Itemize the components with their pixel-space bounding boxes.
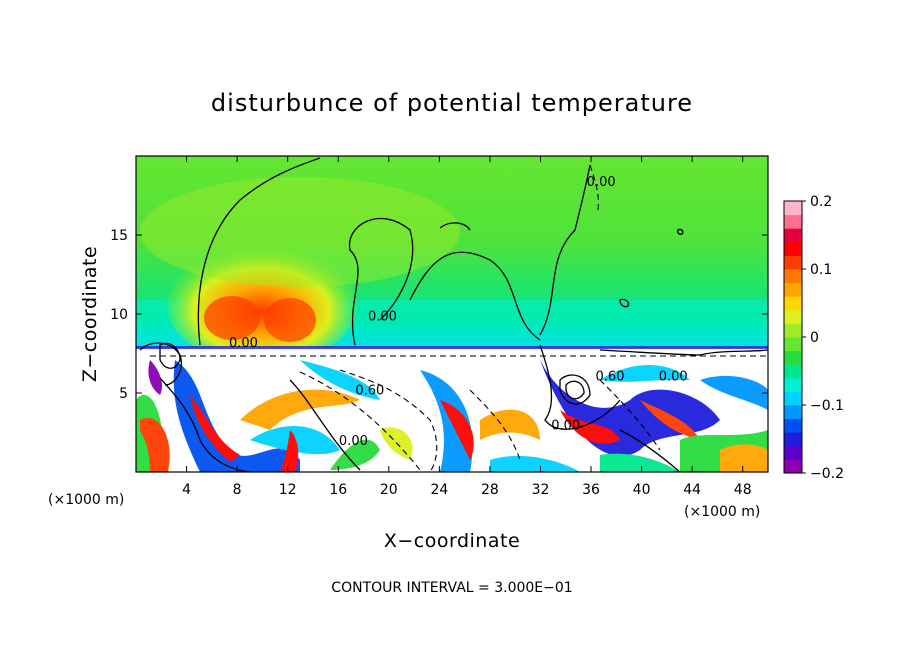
colorbar-swatch xyxy=(784,241,802,256)
x-axis-ticks: 4 8 12 16 20 24 28 32 36 40 44 48 xyxy=(182,156,752,498)
contour-label: 0.00 xyxy=(368,309,397,324)
x-tick-label: 44 xyxy=(683,482,701,498)
colorbar-swatch xyxy=(784,255,802,270)
x-axis-label: X−coordinate xyxy=(384,530,520,552)
contour-label: 0.60 xyxy=(355,384,384,399)
chart-title: disturbunce of potential temperature xyxy=(211,89,693,117)
colorbar-swatch xyxy=(784,459,802,474)
colorbar-tick-label: 0 xyxy=(810,330,819,346)
contour-interval-note: CONTOUR INTERVAL = 3.000E−01 xyxy=(331,580,572,596)
x-tick-label: 4 xyxy=(182,482,191,498)
contour-label: 0.00 xyxy=(587,175,616,190)
colorbar-tick-label: −0.1 xyxy=(810,398,844,414)
contour-label: 0.00 xyxy=(229,336,258,351)
colorbar-swatch xyxy=(784,337,802,352)
colorbar xyxy=(784,201,802,474)
colorbar-swatch xyxy=(784,391,802,406)
x-tick-label: 36 xyxy=(582,482,600,498)
colorbar-swatch xyxy=(784,201,802,216)
contour-label: 0.00 xyxy=(551,418,580,433)
x-tick-label: 48 xyxy=(734,482,752,498)
colorbar-swatch xyxy=(784,364,802,379)
x-tick-label: 28 xyxy=(481,482,499,498)
contour-label: 0.00 xyxy=(339,434,368,449)
colorbar-swatch xyxy=(784,418,802,433)
x-tick-label: 16 xyxy=(329,482,347,498)
colorbar-swatch xyxy=(784,432,802,447)
colorbar-swatch xyxy=(784,282,802,297)
x-unit-label-right: (×1000 m) xyxy=(684,504,760,520)
y-axis-label: Z−coordinate xyxy=(79,246,101,382)
x-tick-label: 40 xyxy=(633,482,651,498)
colorbar-swatch xyxy=(784,214,802,229)
contour-label: 0.60 xyxy=(596,369,625,384)
colorbar-swatch xyxy=(784,323,802,338)
colorbar-swatch xyxy=(784,405,802,420)
colorbar-tick-label: 0.1 xyxy=(810,262,832,278)
x-tick-label: 8 xyxy=(233,482,242,498)
colorbar-swatch xyxy=(784,269,802,284)
x-tick-label: 12 xyxy=(279,482,297,498)
field-image xyxy=(136,156,768,472)
colorbar-swatch xyxy=(784,228,802,243)
contour-label: 0.00 xyxy=(659,369,688,384)
y-tick-label: 10 xyxy=(110,307,128,323)
colorbar-swatch xyxy=(784,350,802,365)
x-tick-label: 20 xyxy=(380,482,398,498)
colorbar-tick-label: −0.2 xyxy=(810,466,844,482)
colorbar-swatch xyxy=(784,377,802,392)
colorbar-tick-label: 0.2 xyxy=(810,194,832,210)
x-tick-label: 24 xyxy=(430,482,448,498)
colorbar-swatch xyxy=(784,309,802,324)
y-tick-label: 5 xyxy=(119,386,128,402)
colorbar-ticks: 0.2 0.1 0 −0.1 −0.2 xyxy=(802,194,844,482)
colorbar-swatch xyxy=(784,445,802,460)
x-unit-label-left: (×1000 m) xyxy=(48,492,124,508)
colorbar-swatch xyxy=(784,296,802,311)
y-axis-ticks: 5 10 15 xyxy=(110,228,768,402)
contour-labels: 0.00 0.00 0.00 0.60 0.00 0.60 0.00 0.00 xyxy=(229,175,688,449)
x-tick-label: 32 xyxy=(532,482,550,498)
y-tick-label: 15 xyxy=(110,228,128,244)
